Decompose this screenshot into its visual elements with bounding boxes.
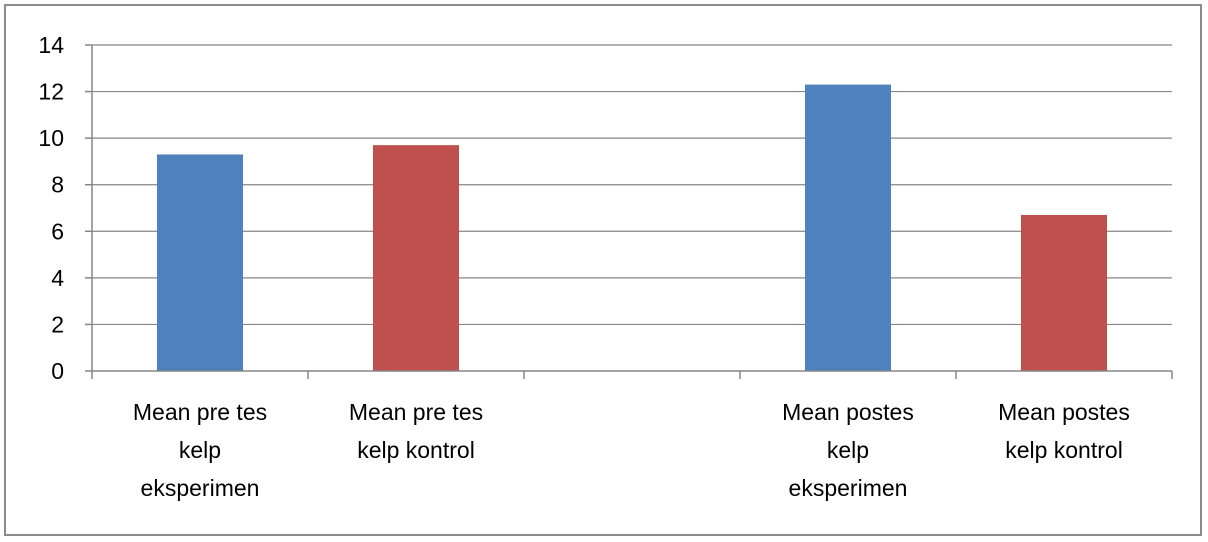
- y-tick-label: 2: [51, 311, 64, 337]
- y-tick-label: 6: [51, 218, 64, 244]
- bar: [805, 84, 891, 371]
- category-label: Mean postes: [998, 399, 1130, 425]
- axes: [85, 44, 1173, 379]
- y-tick-label: 4: [51, 265, 64, 291]
- category-label: kelp kontrol: [1005, 437, 1123, 463]
- bar: [1021, 214, 1107, 371]
- category-label: Mean pre tes: [133, 399, 267, 425]
- category-label: eksperimen: [789, 475, 908, 501]
- category-label: kelp: [179, 437, 221, 463]
- x-axis-category-labels: Mean pre tes kelp eksperimen Mean pre tes ke…: [133, 399, 1130, 501]
- bar: [157, 154, 243, 371]
- bars: [157, 84, 1107, 371]
- category-label: eksperimen: [141, 475, 260, 501]
- category-label: Mean pre tes: [349, 399, 483, 425]
- category-label: Mean postes: [782, 399, 914, 425]
- category-label: kelp: [827, 437, 869, 463]
- y-tick-label: 12: [38, 79, 64, 105]
- y-tick-label: 8: [51, 172, 64, 198]
- category-label: kelp kontrol: [357, 437, 475, 463]
- bar: [373, 145, 459, 371]
- y-tick-label: 0: [51, 358, 64, 384]
- gridlines: [92, 44, 1172, 326]
- y-axis-tick-labels: 0 2 4 6 8 10 12 14: [38, 32, 64, 384]
- y-tick-label: 14: [38, 32, 64, 58]
- y-tick-label: 10: [38, 125, 64, 151]
